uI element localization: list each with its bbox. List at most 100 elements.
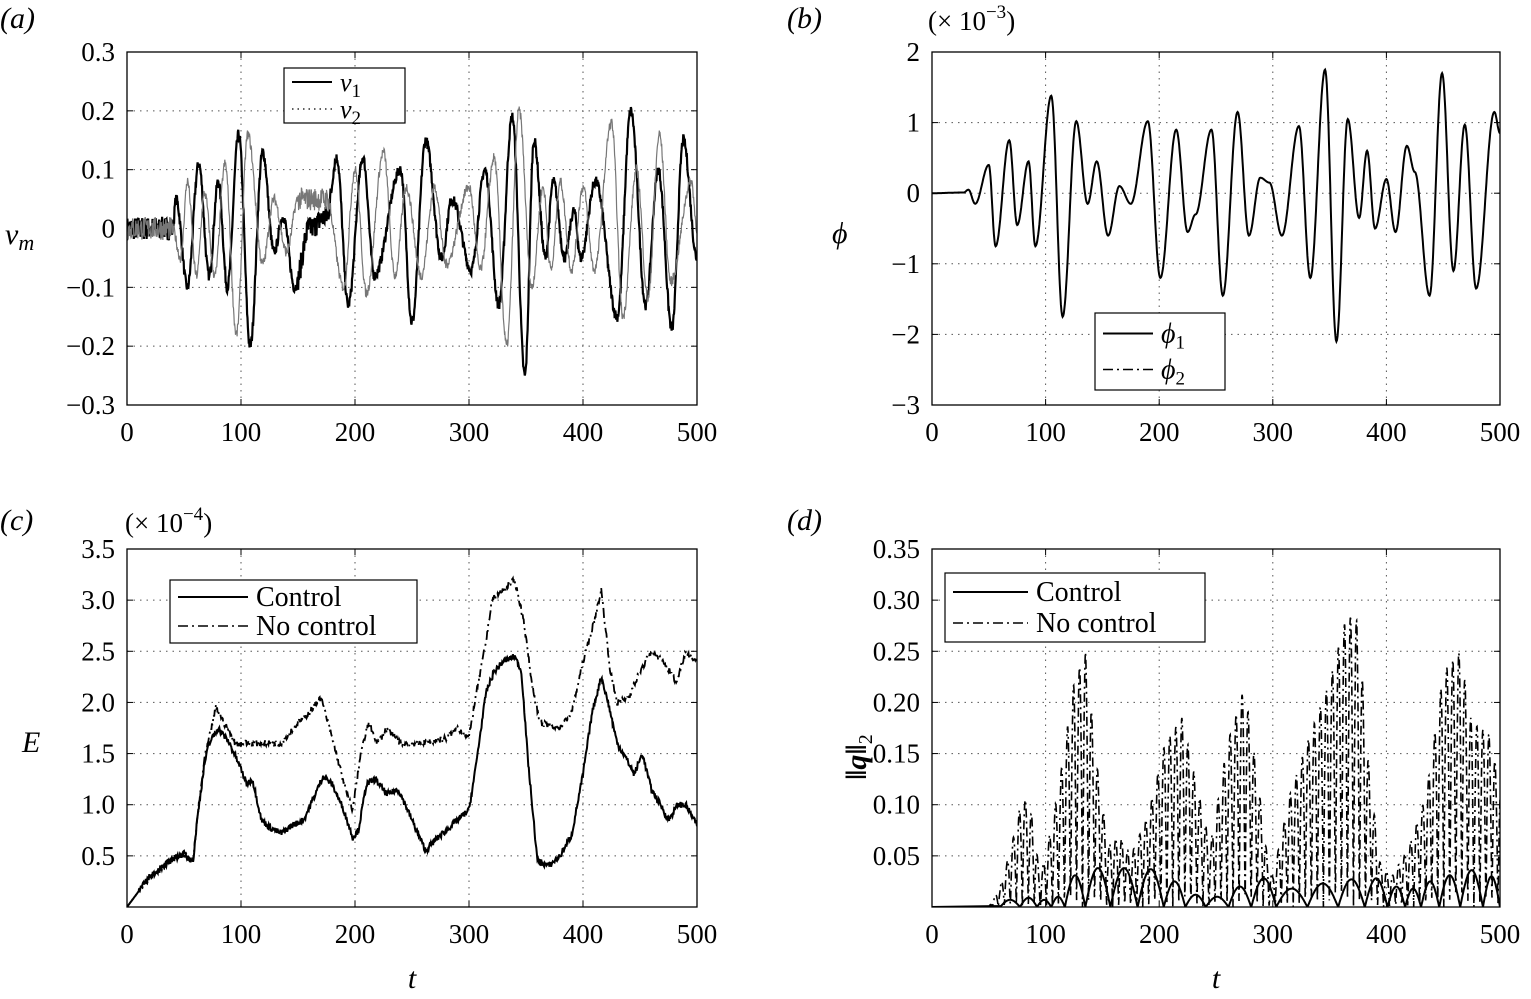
panel-d: 0 100 200 300 400 500 0.35 0.30 0.25 0.20 0.15 0.10… <box>787 504 1520 995</box>
series-line-2 <box>127 106 697 347</box>
y-tick-label: −1 <box>891 249 920 279</box>
y-tick-label: −0.1 <box>66 272 115 302</box>
y-tick-label: 2.0 <box>81 687 115 717</box>
x-tick-label: 0 <box>925 417 939 447</box>
panel-a: 0 100 200 300 400 500 0.3 0.2 0.1 0 −0.1 −0.2 −0.3 (a… <box>0 2 717 447</box>
plot-frame <box>126 548 698 908</box>
x-tick-label: 100 <box>221 919 262 949</box>
series-line-1 <box>127 654 697 907</box>
x-tick-label: 500 <box>677 919 718 949</box>
y-tick-label: −3 <box>891 390 920 420</box>
panel-label: (d) <box>787 504 822 537</box>
y-tick-label: 2 <box>907 37 921 67</box>
legend-label-2: ν2 <box>340 95 361 129</box>
x-tick-label: 0 <box>120 417 134 447</box>
x-tick-label: 500 <box>1480 417 1521 447</box>
y-axis-label: νm <box>5 218 34 255</box>
x-axis-label: t <box>1212 962 1221 995</box>
y-tick-label: 1.5 <box>81 739 115 769</box>
x-tick-label: 400 <box>563 919 604 949</box>
panel-label: (a) <box>0 2 35 35</box>
series-line-1 <box>932 867 1500 907</box>
x-axis-label: t <box>408 962 417 995</box>
x-tick-label: 100 <box>1025 919 1066 949</box>
y-tick-label: 0 <box>907 178 921 208</box>
legend-box <box>944 572 1206 643</box>
legend-label-1: Control <box>256 582 342 613</box>
y-tick-label: 0.30 <box>873 585 920 615</box>
y-tick-label: 0.2 <box>81 96 115 126</box>
plot-frame <box>931 51 1501 406</box>
panel-label: (c) <box>0 504 33 537</box>
legend-label-1: ϕ1 <box>1161 319 1185 354</box>
y-tick-label: 0.20 <box>873 687 920 717</box>
x-tick-label: 400 <box>1366 919 1407 949</box>
y-tick-label: −0.3 <box>66 390 115 420</box>
series-line-1 <box>932 67 1500 345</box>
panel-label: (b) <box>787 2 822 35</box>
y-tick-label: 2.5 <box>81 636 115 666</box>
x-tick-label: 200 <box>1139 417 1180 447</box>
y-tick-label: 1 <box>907 108 921 138</box>
legend-label-2: ϕ2 <box>1161 355 1185 390</box>
x-tick-label: 500 <box>1480 919 1521 949</box>
y-tick-label: 0.25 <box>873 636 920 666</box>
scale-note: (× 10−4) <box>125 504 212 538</box>
x-tick-label: 200 <box>335 417 376 447</box>
x-tick-label: 0 <box>120 919 134 949</box>
y-tick-label: 0.1 <box>81 155 115 185</box>
series-group <box>127 575 697 907</box>
panel-c: 0 100 200 300 400 500 3.5 3.0 2.5 2.0 1.5 1.0 0.5 (c)… <box>0 504 717 995</box>
x-tick-label: 100 <box>221 417 262 447</box>
x-tick-label: 300 <box>449 919 490 949</box>
y-axis-label: ‖q‖2 <box>840 734 877 780</box>
legend-box <box>1094 312 1226 391</box>
series-group <box>127 106 697 376</box>
x-tick-label: 300 <box>449 417 490 447</box>
x-tick-label: 400 <box>563 417 604 447</box>
scale-exponent: −3 <box>986 2 1006 23</box>
y-axis-label: ϕ <box>832 217 848 250</box>
legend-box <box>283 67 406 124</box>
scale-note-close: ) <box>1006 6 1015 36</box>
y-tick-label: 3.5 <box>81 534 115 564</box>
y-tick-label: −2 <box>891 319 920 349</box>
series-group <box>932 67 1500 345</box>
y-tick-label: 1.0 <box>81 790 115 820</box>
scale-note-text: (× 10 <box>928 6 986 36</box>
y-tick-label: 0.3 <box>81 37 115 67</box>
y-tick-label: 0.35 <box>873 534 920 564</box>
x-tick-label: 500 <box>677 417 718 447</box>
plot-frame <box>931 548 1501 908</box>
y-axis-label: E <box>21 726 40 759</box>
x-tick-label: 300 <box>1253 919 1294 949</box>
plot-frame <box>126 51 698 406</box>
y-tick-label: 0 <box>102 214 116 244</box>
series-line-2 <box>932 617 1500 907</box>
x-tick-label: 300 <box>1253 417 1294 447</box>
y-tick-label: 3.0 <box>81 585 115 615</box>
legend-label-2: No control <box>1036 608 1157 639</box>
legend-label-1: Control <box>1036 577 1122 608</box>
y-tick-label: −0.2 <box>66 331 115 361</box>
x-tick-label: 400 <box>1366 417 1407 447</box>
x-tick-label: 200 <box>1139 919 1180 949</box>
y-tick-label: 0.5 <box>81 841 115 871</box>
x-tick-label: 200 <box>335 919 376 949</box>
y-tick-label: 0.10 <box>873 790 920 820</box>
legend-label-2: No control <box>256 611 377 642</box>
legend-box <box>169 579 418 644</box>
series-group <box>932 617 1500 907</box>
scale-note: (× 10−3) <box>928 2 1015 36</box>
legend-label-1: ν1 <box>340 68 361 102</box>
series-line-2 <box>127 575 697 907</box>
y-tick-label: 0.05 <box>873 841 920 871</box>
x-tick-label: 0 <box>925 919 939 949</box>
scale-note-text: (× 10 <box>125 508 183 538</box>
y-tick-label: 0.15 <box>873 739 920 769</box>
